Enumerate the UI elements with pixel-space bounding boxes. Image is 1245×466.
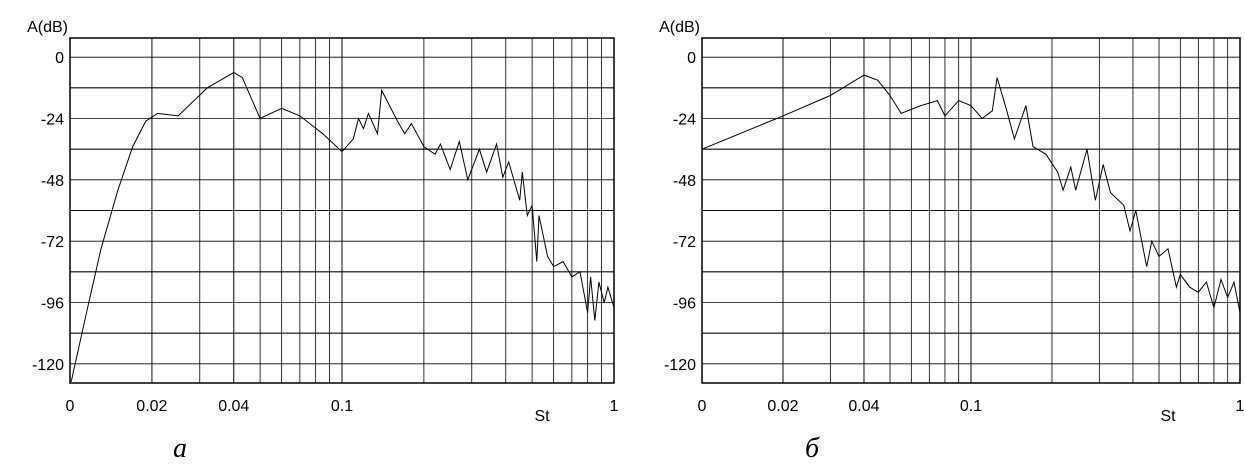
y-tick-label: -72 xyxy=(673,234,696,251)
x-tick-label: 0.04 xyxy=(218,398,249,415)
plot-frame xyxy=(701,37,1241,384)
y-tick-label: -48 xyxy=(673,173,696,190)
plot-frame xyxy=(69,37,615,384)
x-tick-label: 0 xyxy=(66,398,75,415)
x-tick-label: 0.1 xyxy=(331,398,353,415)
panel-caption: а xyxy=(173,433,187,461)
x-axis-label: St xyxy=(1160,408,1176,425)
y-tick-label: -120 xyxy=(32,357,64,374)
y-tick-label: 0 xyxy=(55,50,64,67)
y-tick-label: -24 xyxy=(41,112,64,129)
y-tick-label: -24 xyxy=(673,112,696,129)
y-axis-label: A(dB) xyxy=(27,19,68,36)
y-tick-label: -96 xyxy=(673,296,696,313)
x-tick-label: 0.04 xyxy=(848,398,879,415)
y-tick-label: -72 xyxy=(41,234,64,251)
x-tick-label: 1 xyxy=(610,398,619,415)
x-tick-label: 0.1 xyxy=(960,398,982,415)
x-tick-label: 0.02 xyxy=(136,398,167,415)
y-axis-label: A(dB) xyxy=(659,19,700,36)
x-tick-label: 0.02 xyxy=(767,398,798,415)
panel-caption: б xyxy=(805,433,820,461)
y-tick-label: -96 xyxy=(41,296,64,313)
x-axis-label: St xyxy=(534,408,550,425)
y-tick-label: -120 xyxy=(664,357,696,374)
data-line xyxy=(70,71,615,382)
x-tick-label: 1 xyxy=(1236,398,1245,415)
y-tick-label: -48 xyxy=(41,173,64,190)
y-tick-label: 0 xyxy=(687,50,696,67)
x-tick-label: 0 xyxy=(698,398,707,415)
data-line xyxy=(701,74,1241,313)
